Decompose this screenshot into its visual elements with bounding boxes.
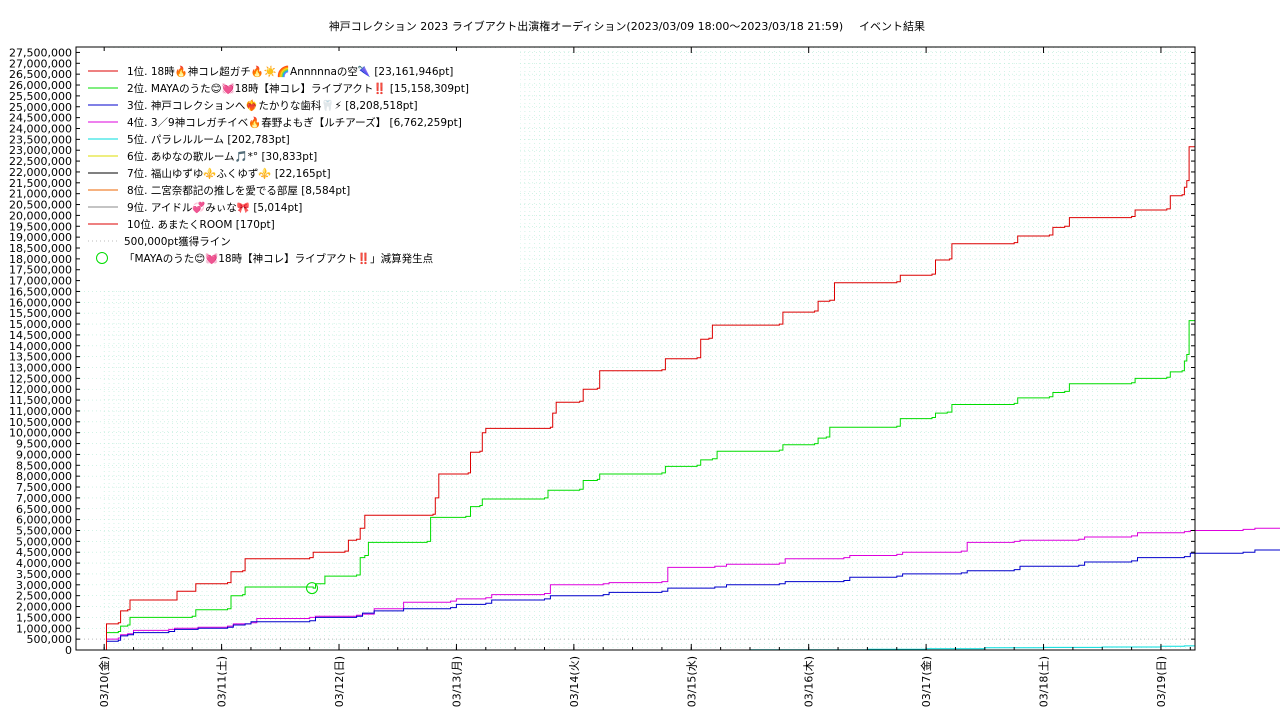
y-tick-label: 500,000 <box>27 633 73 646</box>
y-tick-label: 14,500,000 <box>9 329 72 342</box>
x-tick-label: 03/19(日) <box>1155 656 1168 707</box>
legend-label: 7位. 福山ゆずゆ⚜️ふくゆず⚜️ [22,165pt] <box>127 167 331 180</box>
x-tick-label: 03/10(金) <box>97 656 111 707</box>
y-tick-label: 12,500,000 <box>9 372 72 385</box>
y-tick-label: 11,000,000 <box>9 405 72 418</box>
y-tick-label: 18,500,000 <box>9 242 72 255</box>
legend-swatch-marker <box>96 252 108 264</box>
x-tick-label: 03/13(月) <box>450 656 463 707</box>
x-tick-label: 03/18(土) <box>1038 656 1051 707</box>
y-tick-label: 13,500,000 <box>9 351 72 364</box>
plot-frame <box>75 46 1196 651</box>
y-tick-label: 20,500,000 <box>9 199 72 212</box>
y-tick-label: 5,500,000 <box>16 524 72 537</box>
y-tick-label: 16,000,000 <box>9 296 72 309</box>
y-tick-label: 8,500,000 <box>16 459 72 472</box>
deduction-marker <box>306 582 319 595</box>
y-tick-label: 27,000,000 <box>9 57 72 70</box>
y-tick-label: 10,500,000 <box>9 416 72 429</box>
legend-label: 1位. 18時🔥神コレ超ガチ🔥☀️🌈Annnnnaの空🌂 [23,161,946… <box>127 65 453 78</box>
series-line <box>104 549 1280 651</box>
x-tick-label: 03/14(火) <box>568 656 581 707</box>
y-tick-label: 6,000,000 <box>16 514 72 527</box>
y-axis: 0500,0001,000,0001,500,0002,000,0002,500… <box>9 46 1195 657</box>
y-tick-label: 6,500,000 <box>16 503 72 516</box>
legend-label: 10位. あまたくROOM [170pt] <box>127 218 275 231</box>
y-tick-label: 24,500,000 <box>9 112 72 125</box>
y-tick-label: 3,500,000 <box>16 568 72 581</box>
y-tick-label: 5,000,000 <box>16 535 72 548</box>
y-tick-label: 15,000,000 <box>9 318 72 331</box>
legend-label-reference: 500,000pt獲得ライン <box>124 235 231 248</box>
y-tick-label: 19,500,000 <box>9 220 72 233</box>
y-tick-label: 8,000,000 <box>16 470 72 483</box>
y-tick-label: 15,500,000 <box>9 307 72 320</box>
legend-label: 6位. あゆなの歌ルーム🎵*° [30,833pt] <box>127 150 317 163</box>
y-tick-label: 14,000,000 <box>9 340 72 353</box>
y-tick-label: 9,000,000 <box>16 448 72 461</box>
y-tick-label: 18,000,000 <box>9 253 72 266</box>
series-line <box>104 645 1196 651</box>
legend-label: 4位. 3／9神コレガチイベ🔥春野よもぎ【ルチアーズ】 [6,762,259pt… <box>127 116 462 129</box>
y-tick-label: 26,500,000 <box>9 68 72 81</box>
y-tick-label: 27,500,000 <box>9 46 72 59</box>
legend-background <box>80 51 520 291</box>
y-tick-label: 11,500,000 <box>9 394 72 407</box>
legend-label: 8位. 二宮奈都記の推しを愛でる部屋 [8,584pt] <box>127 184 350 197</box>
x-tick-label: 03/16(木) <box>803 656 816 707</box>
chart-subtitle: イベント結果 <box>859 19 925 33</box>
y-tick-label: 25,000,000 <box>9 101 72 114</box>
y-tick-label: 26,000,000 <box>9 79 72 92</box>
series-line <box>104 320 1195 651</box>
y-tick-label: 2,000,000 <box>16 601 72 614</box>
y-tick-label: 19,000,000 <box>9 231 72 244</box>
y-tick-label: 7,000,000 <box>16 492 72 505</box>
legend: 1位. 18時🔥神コレ超ガチ🔥☀️🌈Annnnnaの空🌂 [23,161,946… <box>80 51 520 291</box>
chart-title: 神戸コレクション 2023 ライブアクト出演権オーディション(2023/03/0… <box>329 19 843 33</box>
y-tick-label: 3,000,000 <box>16 579 72 592</box>
y-tick-label: 13,000,000 <box>9 362 72 375</box>
y-tick-label: 17,500,000 <box>9 264 72 277</box>
y-tick-label: 20,000,000 <box>9 209 72 222</box>
legend-label: 3位. 神戸コレクションへ❤️‍🔥たかりな歯科🦷⚡ [8,208,518pt] <box>127 99 418 112</box>
x-tick-label: 03/11(土) <box>216 656 229 707</box>
y-tick-label: 23,000,000 <box>9 144 72 157</box>
y-tick-label: 25,500,000 <box>9 90 72 103</box>
y-tick-label: 22,000,000 <box>9 166 72 179</box>
series-line <box>104 146 1195 651</box>
y-tick-label: 24,000,000 <box>9 122 72 135</box>
y-tick-label: 7,500,000 <box>16 481 72 494</box>
y-tick-label: 4,000,000 <box>16 557 72 570</box>
legend-label-marker: 「MAYAのうた😊💓18時【神コレ】ライブアクト‼️」減算発生点 <box>124 252 433 265</box>
y-tick-label: 1,000,000 <box>16 622 72 635</box>
y-tick-label: 16,500,000 <box>9 285 72 298</box>
marker-layer <box>306 582 319 595</box>
y-tick-label: 22,500,000 <box>9 155 72 168</box>
x-tick-label: 03/15(水) <box>685 656 698 707</box>
y-tick-label: 2,500,000 <box>16 590 72 603</box>
y-tick-label: 21,500,000 <box>9 177 72 190</box>
legend-label: 9位. アイドル💞みぃな🎀 [5,014pt] <box>127 201 302 214</box>
y-tick-label: 10,000,000 <box>9 427 72 440</box>
x-tick-label: 03/17(金) <box>919 656 933 707</box>
y-tick-label: 23,500,000 <box>9 133 72 146</box>
y-tick-label: 9,500,000 <box>16 438 72 451</box>
y-tick-label: 17,000,000 <box>9 275 72 288</box>
y-tick-label: 21,000,000 <box>9 188 72 201</box>
x-tick-label: 03/12(日) <box>333 656 346 707</box>
legend-label: 5位. パラレルルーム [202,783pt] <box>127 133 290 146</box>
y-tick-label: 12,000,000 <box>9 383 72 396</box>
legend-label: 2位. MAYAのうた😊💓18時【神コレ】ライブアクト‼️ [15,158,30… <box>127 82 469 95</box>
x-axis: 03/10(金) 03/11(土) 03/12(日) 03/13(月) 03/14(火)… <box>97 47 1191 707</box>
y-tick-label: 4,500,000 <box>16 546 72 559</box>
y-tick-label: 0 <box>65 644 72 657</box>
y-tick-label: 1,500,000 <box>16 611 72 624</box>
